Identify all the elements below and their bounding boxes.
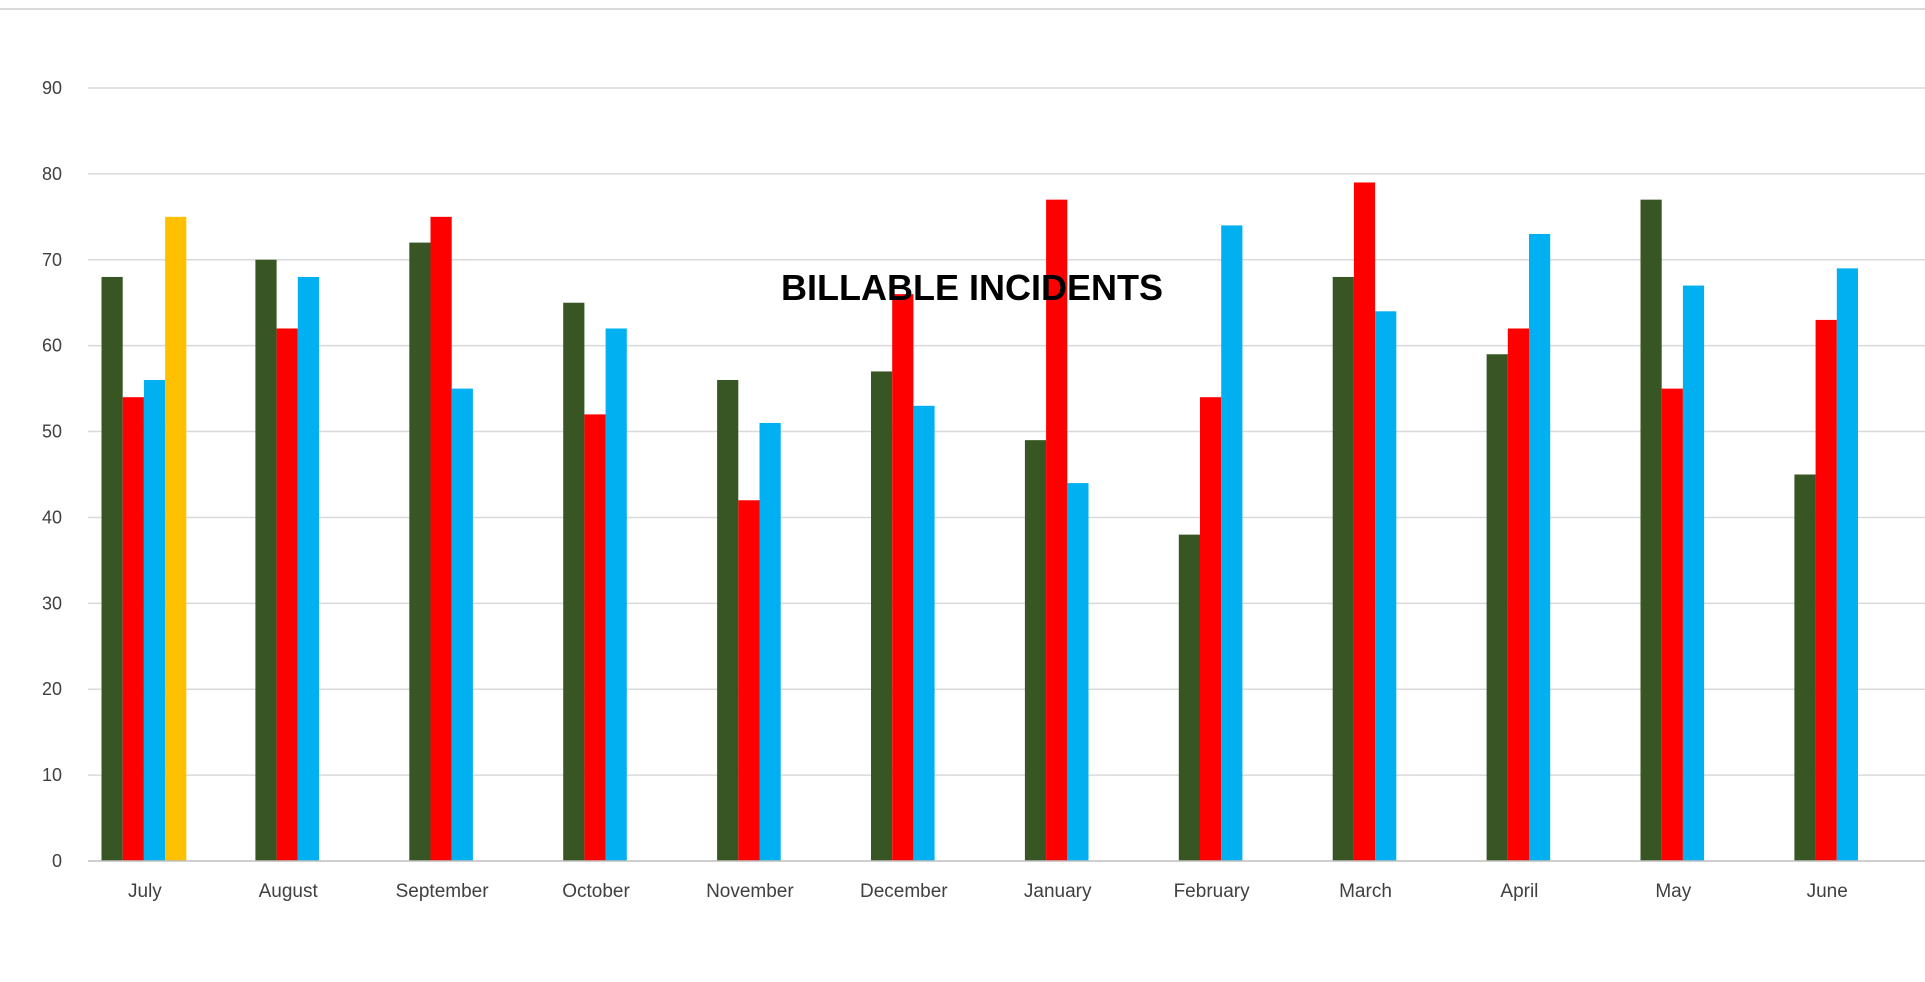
x-category-label: August: [259, 881, 319, 902]
bar: [451, 388, 473, 861]
bar: [913, 405, 935, 861]
bar: [1178, 534, 1200, 861]
bar: [1024, 440, 1047, 861]
x-category-label: April: [1500, 881, 1538, 902]
bars: [101, 182, 1858, 862]
bar: [430, 216, 452, 862]
bar: [143, 380, 166, 861]
bar: [1221, 225, 1243, 861]
bar: [101, 276, 123, 861]
y-tick-label: 10: [42, 765, 62, 785]
bar: [276, 328, 298, 861]
gridlines: [88, 87, 1925, 776]
x-category-label: March: [1339, 881, 1392, 902]
bar: [759, 422, 781, 861]
bar: [1507, 328, 1529, 861]
y-tick-label: 70: [42, 250, 62, 270]
y-axis-tick-labels: 0 10 20 30 40 50 60 70 80 90: [42, 78, 62, 871]
bar: [255, 259, 277, 861]
y-tick-label: 40: [42, 507, 62, 527]
y-tick-label: 90: [42, 78, 62, 98]
bar: [584, 414, 606, 861]
bar: [1836, 268, 1858, 861]
y-tick-label: 30: [42, 593, 62, 613]
bar: [1529, 234, 1551, 861]
bar: [1815, 319, 1837, 861]
bar: [1486, 354, 1508, 861]
bar: [871, 371, 893, 861]
x-category-label: November: [706, 881, 794, 902]
bar: [738, 500, 760, 861]
y-tick-label: 20: [42, 679, 62, 699]
x-category-label: October: [562, 881, 630, 902]
bar: [1353, 182, 1376, 861]
bar: [297, 276, 319, 861]
x-category-label: February: [1174, 881, 1251, 902]
x-category-label: July: [128, 881, 162, 902]
y-tick-label: 0: [52, 851, 62, 871]
bar: [1200, 397, 1222, 861]
bar: [1332, 276, 1354, 861]
bar: [409, 242, 431, 862]
x-axis-category-labels: July August September October November Decemb…: [128, 881, 1848, 902]
bar: [1682, 285, 1705, 861]
bar: [1046, 199, 1068, 862]
bar: [1067, 483, 1089, 861]
bar: [122, 397, 144, 861]
bar: [165, 216, 187, 862]
bar: [1661, 388, 1683, 861]
bar: [1375, 311, 1397, 861]
y-tick-label: 80: [42, 164, 62, 184]
x-category-label: September: [396, 881, 490, 902]
x-category-label: June: [1807, 881, 1848, 902]
y-tick-label: 60: [42, 336, 62, 356]
bar: [892, 294, 914, 862]
bar: [605, 328, 627, 861]
x-category-label: May: [1655, 881, 1691, 902]
bar: [563, 302, 585, 861]
y-tick-label: 50: [42, 422, 62, 442]
bar: [1794, 474, 1816, 861]
bar: [717, 380, 739, 861]
x-category-label: January: [1024, 881, 1092, 902]
x-category-label: December: [860, 881, 948, 902]
bar: [1640, 199, 1662, 862]
chart-title: BILLABLE INCIDENTS: [781, 267, 1163, 308]
